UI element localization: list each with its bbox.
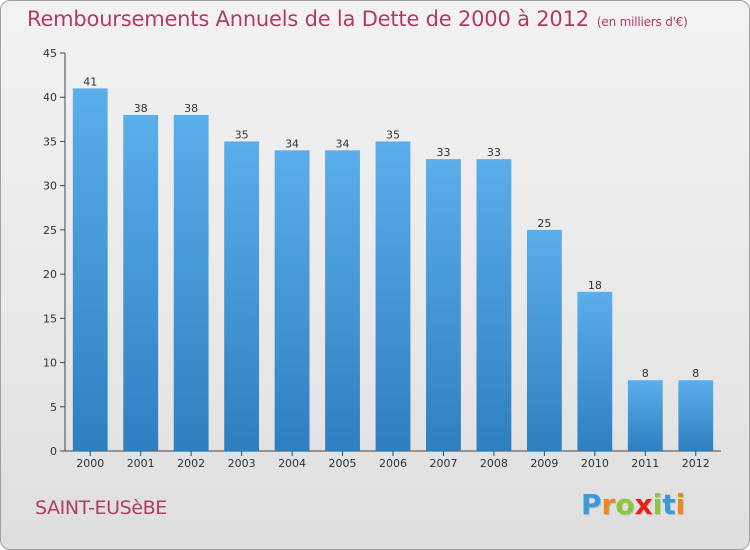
data-label-2006: 35 <box>386 128 400 141</box>
data-labels: 41 38 38 35 34 34 35 33 33 25 18 8 8 <box>83 75 699 380</box>
y-tick-label: 40 <box>43 91 57 104</box>
x-tick-label-2006: 2006 <box>379 457 407 470</box>
y-tick-label: 45 <box>43 47 57 60</box>
x-tick-label-2011: 2011 <box>631 457 659 470</box>
y-tick-label: 10 <box>43 357 57 370</box>
data-label-2002: 38 <box>184 102 198 115</box>
y-tick-label: 35 <box>43 135 57 148</box>
data-label-2000: 41 <box>83 75 97 88</box>
y-tick-label: 15 <box>43 312 57 325</box>
logo-letter: t <box>662 488 676 521</box>
x-tick-label-2012: 2012 <box>682 457 710 470</box>
data-label-2003: 35 <box>235 128 249 141</box>
logo-letter: o <box>615 488 635 521</box>
bar-2000 <box>72 88 108 451</box>
x-tick-label-2000: 2000 <box>76 457 104 470</box>
logo-letter: i <box>675 488 686 521</box>
x-tick-label-2003: 2003 <box>228 457 256 470</box>
data-label-2008: 33 <box>487 146 501 159</box>
y-axis: 0 5 10 15 20 25 30 35 40 45 <box>43 47 66 458</box>
x-tick-label-2001: 2001 <box>127 457 155 470</box>
y-tick-label: 0 <box>50 445 57 458</box>
y-tick-label: 30 <box>43 180 57 193</box>
logo-letter: r <box>601 488 616 521</box>
bar-2009 <box>526 229 562 451</box>
x-tick-label-2005: 2005 <box>329 457 357 470</box>
bar-2002 <box>173 114 209 452</box>
logo-letter: P <box>581 488 602 521</box>
x-tick-label-2007: 2007 <box>429 457 457 470</box>
data-label-2001: 38 <box>134 102 148 115</box>
x-tick-label-2010: 2010 <box>581 457 609 470</box>
y-tick-label: 5 <box>50 401 57 414</box>
data-label-2005: 34 <box>336 137 350 150</box>
bar-2011 <box>627 380 663 451</box>
data-label-2007: 33 <box>436 146 450 159</box>
x-tick-label-2004: 2004 <box>278 457 306 470</box>
x-tick-label-2002: 2002 <box>177 457 205 470</box>
data-label-2012: 8 <box>692 367 699 380</box>
bar-2007 <box>426 159 461 451</box>
logo-letter: x <box>634 488 653 521</box>
bar-2006 <box>375 141 411 451</box>
data-label-2004: 34 <box>285 137 299 150</box>
proxiti-logo: Proxiti <box>581 488 685 521</box>
data-label-2010: 18 <box>588 279 602 292</box>
x-tick-label-2009: 2009 <box>530 457 558 470</box>
bar-2012 <box>678 380 714 451</box>
bar-2001 <box>123 114 159 452</box>
x-tick-label-2008: 2008 <box>480 457 508 470</box>
bar-2004 <box>274 150 310 452</box>
y-tick-label: 25 <box>43 224 57 237</box>
bar-2003 <box>224 141 260 451</box>
logo-letter: i <box>652 488 663 521</box>
data-label-2011: 8 <box>642 367 649 380</box>
bar-2010 <box>577 291 613 451</box>
y-tick-label: 20 <box>43 268 57 281</box>
x-axis: 2000 2001 2002 2003 2004 2005 2006 2007 2008 2009… <box>65 450 721 470</box>
commune-name: SAINT-EUSèBE <box>35 497 167 519</box>
chart-title-text: Remboursements Annuels de la Dette de 20… <box>27 7 589 31</box>
data-label-2009: 25 <box>537 217 551 230</box>
bars <box>72 88 714 452</box>
bar-2005 <box>325 150 360 452</box>
bar-2008 <box>476 159 512 451</box>
chart-title: Remboursements Annuels de la Dette de 20… <box>27 7 688 31</box>
unit-note: (en milliers d'€) <box>596 15 688 29</box>
